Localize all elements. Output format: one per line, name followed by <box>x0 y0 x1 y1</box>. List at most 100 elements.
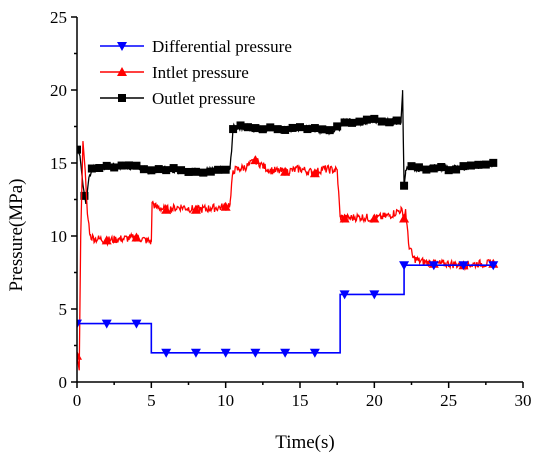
series-3-marker <box>169 164 178 173</box>
series-2-marker <box>220 201 231 211</box>
series-2-marker <box>161 204 172 214</box>
series-3-marker <box>333 122 342 131</box>
series-3-marker <box>206 167 215 176</box>
y-tick-label: 20 <box>50 81 67 100</box>
series-2-marker <box>399 213 410 223</box>
x-tick-label: 15 <box>292 391 309 410</box>
series-3-marker <box>281 125 290 134</box>
series-3-marker <box>296 123 304 132</box>
series-3-marker <box>132 161 141 170</box>
series-3-marker <box>377 117 386 126</box>
series-3-marker <box>191 167 200 176</box>
x-tick-label: 5 <box>147 391 156 410</box>
series-3-marker <box>221 165 230 174</box>
legend-marker-1 <box>117 42 127 51</box>
series-line-3 <box>77 90 494 204</box>
plot-area <box>77 90 499 371</box>
series-3-marker <box>481 160 490 169</box>
series-3-marker <box>80 191 89 200</box>
series-3-marker <box>407 162 416 171</box>
legend: Differential pressure Intlet pressure Outl… <box>100 37 292 108</box>
series-3-marker <box>303 125 312 134</box>
series-2-marker <box>101 235 112 245</box>
series-2-marker <box>280 166 291 176</box>
series-3-marker <box>184 167 193 176</box>
series-3-marker <box>437 163 446 172</box>
series-3-marker <box>162 166 171 175</box>
series-3-marker <box>355 117 364 126</box>
series-1-marker <box>488 261 499 271</box>
series-3-marker <box>236 121 245 130</box>
series-3-marker <box>444 166 453 175</box>
series-3-marker <box>310 124 319 133</box>
series-3-marker <box>429 164 438 173</box>
series-1-marker <box>339 290 350 300</box>
series-1-marker <box>428 261 439 271</box>
series-1-marker <box>101 319 112 329</box>
series-1-marker <box>369 290 380 300</box>
series-3-marker <box>414 163 423 172</box>
series-3-marker <box>110 163 119 172</box>
legend-marker-2 <box>117 67 127 76</box>
series-3-marker <box>348 118 357 127</box>
series-3-marker <box>199 168 208 177</box>
y-tick-label: 15 <box>50 154 67 173</box>
series-line-1 <box>77 264 494 354</box>
legend-marker-3 <box>118 94 126 102</box>
series-3-marker <box>102 161 111 170</box>
axes: 0 5 10 15 20 25 30 0 5 10 15 20 25 <box>50 8 532 410</box>
x-tick-label: 25 <box>440 391 457 410</box>
legend-label-1: Differential pressure <box>152 37 292 56</box>
series-1-marker <box>77 319 82 329</box>
legend-label-3: Outlet pressure <box>152 89 255 108</box>
series-1-marker <box>399 261 410 271</box>
series-1-marker <box>458 261 469 271</box>
series-3-marker <box>489 158 498 167</box>
series-1-marker <box>250 348 261 358</box>
series-1-marker <box>190 348 201 358</box>
series-1-marker <box>309 348 320 358</box>
series-1-marker <box>220 348 231 358</box>
series-1-marker <box>280 348 291 358</box>
series-3-marker <box>243 123 252 132</box>
series-3-marker <box>251 124 260 133</box>
series-3-marker <box>177 166 186 175</box>
legend-label-2: Intlet pressure <box>152 63 249 82</box>
series-2-marker <box>339 213 350 223</box>
series-3-marker <box>139 165 148 174</box>
series-3-marker <box>214 165 223 174</box>
x-tick-label: 10 <box>217 391 234 410</box>
series-3-marker <box>474 160 483 169</box>
series-3-marker <box>318 125 327 134</box>
series-3-marker <box>77 145 81 154</box>
series-2-marker <box>309 168 320 178</box>
series-3-marker <box>452 165 461 174</box>
series-1-marker <box>131 319 142 329</box>
x-axis-title: Time(s) <box>275 432 334 453</box>
series-3-marker <box>258 125 267 134</box>
series-3-marker <box>154 165 163 174</box>
series-3-marker <box>400 181 409 190</box>
y-tick-label: 10 <box>50 227 67 246</box>
y-tick-label: 0 <box>59 373 68 392</box>
series-3-marker <box>125 161 134 170</box>
series-3-marker <box>273 125 282 134</box>
series-2-marker <box>190 204 201 214</box>
x-tick-label: 20 <box>366 391 383 410</box>
series-2-marker <box>131 232 142 242</box>
y-tick-label: 25 <box>50 8 67 27</box>
y-tick-label: 5 <box>59 300 68 319</box>
series-3-marker <box>385 118 394 127</box>
x-tick-label: 30 <box>515 391 532 410</box>
series-3-marker <box>459 162 468 171</box>
series-3-marker <box>466 161 475 170</box>
series-3-marker <box>392 116 401 125</box>
series-2-marker <box>369 213 380 223</box>
y-axis-title: Pressure(MPa) <box>6 179 27 292</box>
series-3-marker <box>87 164 96 173</box>
series-1-marker <box>161 348 172 358</box>
series-3-marker <box>229 125 238 134</box>
series-3-marker <box>422 165 431 174</box>
series-3-marker <box>288 123 297 132</box>
